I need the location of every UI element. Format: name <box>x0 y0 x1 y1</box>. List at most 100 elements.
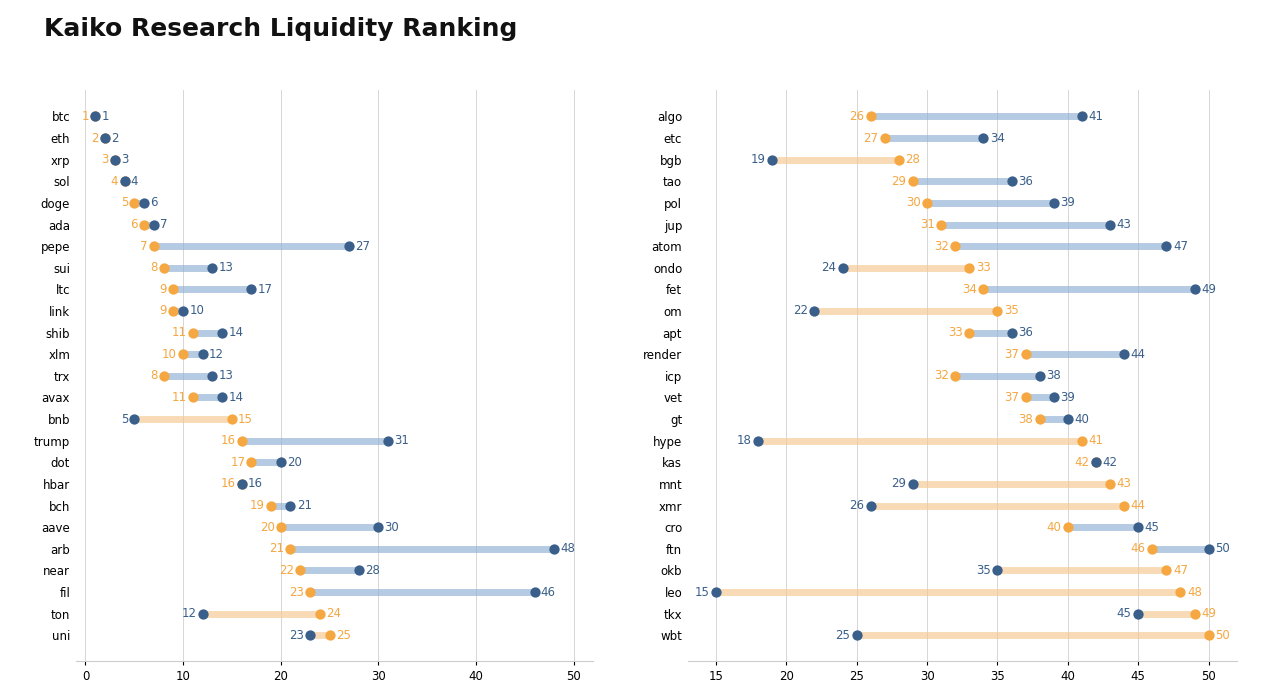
Point <box>163 306 183 317</box>
Point <box>1030 370 1050 381</box>
Point <box>973 132 993 143</box>
Text: 23: 23 <box>289 628 304 642</box>
Point <box>105 154 125 165</box>
Text: 45: 45 <box>1145 521 1160 534</box>
Point <box>95 132 115 143</box>
Point <box>261 500 281 511</box>
Text: 14: 14 <box>228 326 244 339</box>
Point <box>85 111 105 122</box>
Point <box>369 521 389 532</box>
Text: 48: 48 <box>1188 585 1201 599</box>
Text: 20: 20 <box>286 456 302 469</box>
Text: 32: 32 <box>934 239 949 253</box>
Point <box>339 241 360 252</box>
Text: 11: 11 <box>172 391 187 404</box>
Point <box>1002 327 1022 338</box>
Point <box>917 198 938 209</box>
Point <box>945 370 965 381</box>
Point <box>202 262 222 274</box>
Text: 44: 44 <box>1131 499 1146 512</box>
Text: 48: 48 <box>560 542 575 555</box>
Text: 47: 47 <box>1172 239 1188 253</box>
Text: 41: 41 <box>1089 434 1103 448</box>
Text: 35: 35 <box>1005 304 1018 317</box>
Text: 26: 26 <box>849 499 864 512</box>
Text: 43: 43 <box>1117 477 1132 491</box>
Point <box>232 435 252 446</box>
Text: 34: 34 <box>962 283 977 296</box>
Point <box>183 392 203 403</box>
Point <box>1185 284 1205 295</box>
Point <box>232 478 252 489</box>
Point <box>348 565 369 576</box>
Text: 44: 44 <box>1131 348 1146 361</box>
Point <box>1002 175 1022 187</box>
Point <box>888 154 909 165</box>
Text: Kaiko Research Liquidity Ranking: Kaiko Research Liquidity Ranking <box>44 17 517 41</box>
Point <box>1044 392 1064 403</box>
Point <box>212 392 232 403</box>
Point <box>124 198 144 209</box>
Point <box>144 241 164 252</box>
Text: 43: 43 <box>1117 218 1132 231</box>
Point <box>1085 457 1106 468</box>
Text: 10: 10 <box>162 348 177 361</box>
Text: 6: 6 <box>130 218 138 231</box>
Text: 9: 9 <box>159 304 167 317</box>
Point <box>959 327 979 338</box>
Text: 24: 24 <box>822 261 835 274</box>
Text: 50: 50 <box>1215 628 1230 642</box>
Point <box>300 630 321 641</box>
Point <box>959 262 979 274</box>
Text: 49: 49 <box>1201 283 1217 296</box>
Point <box>280 543 300 554</box>
Text: 46: 46 <box>541 585 555 599</box>
Text: 36: 36 <box>1018 175 1034 188</box>
Text: 14: 14 <box>228 391 244 404</box>
Text: 26: 26 <box>849 110 864 123</box>
Text: 39: 39 <box>1060 196 1075 209</box>
Point <box>748 435 769 446</box>
Text: 15: 15 <box>694 585 709 599</box>
Point <box>212 327 232 338</box>
Point <box>173 306 193 317</box>
Point <box>154 370 174 381</box>
Point <box>987 565 1007 576</box>
Text: 31: 31 <box>394 434 409 448</box>
Text: 8: 8 <box>150 261 158 274</box>
Point <box>902 175 923 187</box>
Point <box>115 175 135 187</box>
Text: 19: 19 <box>751 153 766 166</box>
Text: 18: 18 <box>737 434 752 448</box>
Text: 12: 12 <box>208 348 223 361</box>
Point <box>1100 478 1121 489</box>
Point <box>1128 521 1148 532</box>
Text: 15: 15 <box>239 413 252 425</box>
Point <box>154 262 174 274</box>
Text: 1: 1 <box>101 110 109 123</box>
Point <box>290 565 310 576</box>
Point <box>833 262 853 274</box>
Text: 33: 33 <box>976 261 991 274</box>
Text: 13: 13 <box>218 370 233 382</box>
Text: 4: 4 <box>111 175 119 188</box>
Point <box>193 349 213 360</box>
Text: 28: 28 <box>365 564 380 577</box>
Text: 28: 28 <box>906 153 920 166</box>
Point <box>134 198 154 209</box>
Text: 17: 17 <box>257 283 273 296</box>
Text: 21: 21 <box>297 499 312 512</box>
Text: 19: 19 <box>250 499 265 512</box>
Point <box>173 349 193 360</box>
Text: 37: 37 <box>1005 391 1018 404</box>
Text: 16: 16 <box>221 477 236 491</box>
Text: 33: 33 <box>948 326 963 339</box>
Point <box>202 370 222 381</box>
Text: 4: 4 <box>131 175 139 188</box>
Text: 24: 24 <box>326 607 341 620</box>
Point <box>762 154 782 165</box>
Point <box>902 478 923 489</box>
Text: 7: 7 <box>140 239 148 253</box>
Text: 27: 27 <box>863 132 878 145</box>
Text: 37: 37 <box>1005 348 1018 361</box>
